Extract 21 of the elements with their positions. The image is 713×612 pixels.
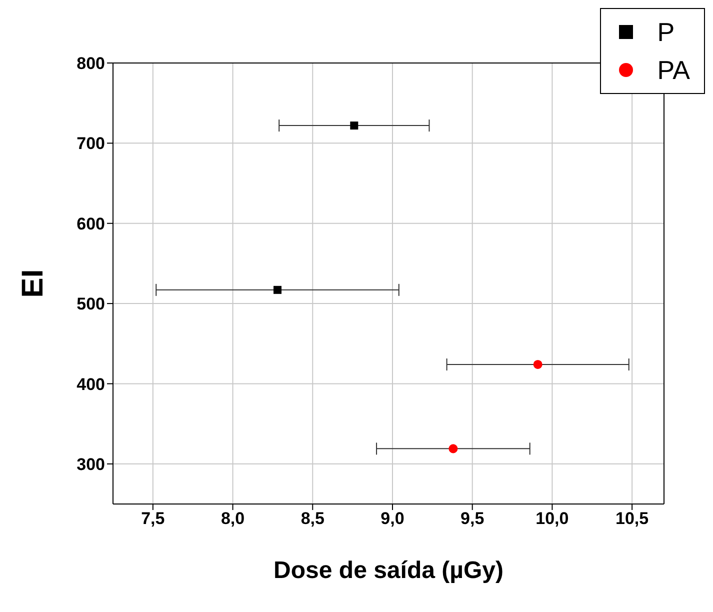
- x-axis-title: Dose de saída (µGy): [274, 557, 504, 584]
- y-tick-label: 800: [76, 54, 105, 74]
- x-tick-label: 8,5: [300, 509, 324, 528]
- y-axis-title: EI: [16, 269, 50, 298]
- x-tick-label: 10,5: [616, 509, 649, 528]
- point: [448, 444, 458, 454]
- x-tick-label: 8,0: [220, 509, 245, 528]
- legend-label: PA: [657, 54, 690, 86]
- y-tick-label: 300: [76, 454, 105, 474]
- x-tick-label: 10,0: [536, 509, 569, 528]
- legend-label: P: [657, 16, 675, 48]
- point: [274, 286, 282, 294]
- x-tick-label: 9,0: [380, 509, 404, 528]
- point: [533, 360, 542, 369]
- point: [350, 122, 358, 130]
- y-tick-label: 700: [76, 134, 105, 154]
- y-tick-label: 600: [76, 214, 105, 234]
- y-tick-label: 400: [76, 374, 105, 394]
- y-tick-label: 500: [76, 294, 105, 314]
- x-tick-label: 9,5: [460, 509, 484, 528]
- x-tick-label: 7,5: [141, 509, 165, 528]
